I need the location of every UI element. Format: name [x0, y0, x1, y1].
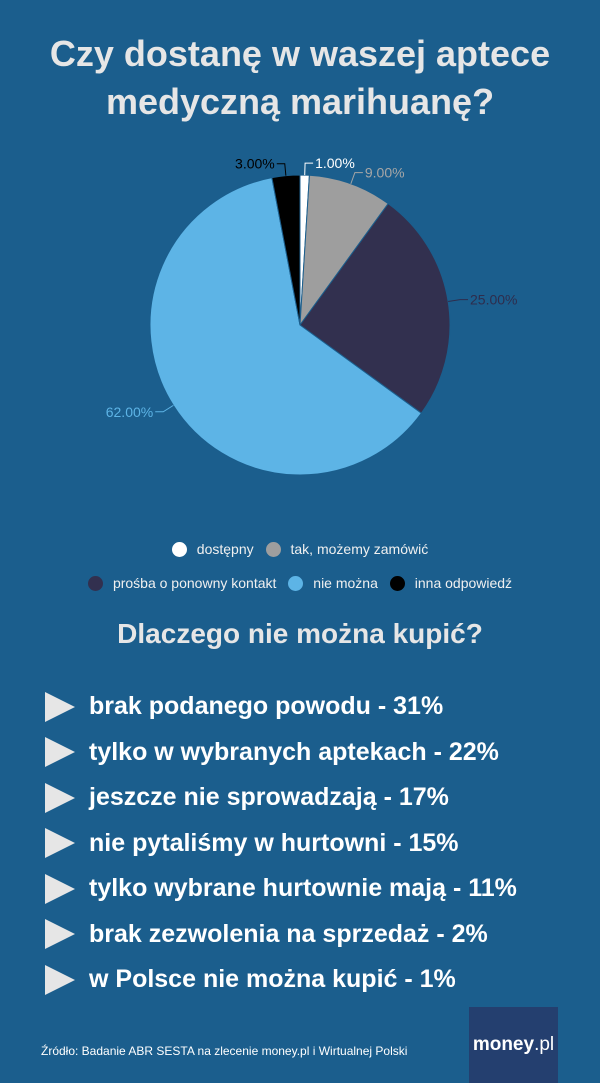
list-item: brak zezwolenia na sprzedaż - 2%	[45, 912, 517, 958]
legend-item-prosba: prośba o ponowny kontakt	[87, 575, 277, 591]
legend-item-dostepny: dostępny	[171, 541, 254, 557]
chart-title: Czy dostanę w waszej aptece medyczną mar…	[0, 30, 600, 126]
legend-swatch	[87, 575, 103, 591]
reason-text: tylko w wybranych aptekach - 22%	[89, 737, 499, 766]
legend-label: nie można	[313, 575, 378, 591]
source-note: Źródło: Badanie ABR SESTA na zlecenie mo…	[41, 1044, 408, 1058]
data-label-2: 25.00%	[470, 292, 517, 308]
leader-line-3	[155, 404, 174, 413]
reason-text: nie pytaliśmy w hurtowni - 15%	[89, 828, 459, 857]
data-label-1: 9.00%	[365, 165, 405, 181]
list-item: nie pytaliśmy w hurtowni - 15%	[45, 821, 517, 867]
legend-swatch	[288, 575, 304, 591]
data-label-3: 62.00%	[106, 404, 153, 420]
reason-text: jeszcze nie sprowadzają - 17%	[89, 783, 449, 812]
leader-line-2	[448, 299, 469, 303]
legend-label: tak, możemy zamówić	[290, 541, 429, 557]
list-item: jeszcze nie sprowadzają - 17%	[45, 775, 517, 821]
legend-item-inna: inna odpowiedź	[389, 575, 513, 591]
list-item: tylko w wybranych aptekach - 22%	[45, 730, 517, 776]
legend-label: prośba o ponowny kontakt	[112, 575, 277, 591]
logo-suffix: .pl	[534, 1034, 555, 1055]
legend-label: dostępny	[196, 541, 254, 557]
legend-row-2: prośba o ponowny kontakt nie można inna …	[0, 575, 600, 594]
title-line-1: Czy dostanę w waszej aptece	[49, 33, 551, 74]
list-item: brak podanego powodu - 31%	[45, 684, 517, 730]
legend-row-1: dostępny tak, możemy zamówić	[0, 541, 600, 560]
money-pl-logo: money .pl	[469, 1007, 558, 1083]
legend-swatch	[389, 575, 405, 591]
legend-item-nie-mozna: nie można	[288, 575, 378, 591]
reason-text: brak podanego powodu - 31%	[89, 692, 444, 721]
triangle-bullet-icon	[45, 737, 75, 768]
list-item: w Polsce nie można kupić - 1%	[45, 957, 517, 1003]
triangle-bullet-icon	[45, 691, 75, 722]
list-item: tylko wybrane hurtownie mają - 11%	[45, 866, 517, 912]
leader-line-0	[304, 162, 314, 176]
reason-text: w Polsce nie można kupić - 1%	[89, 965, 456, 994]
data-label-4: 3.00%	[235, 156, 275, 172]
reason-text: brak zezwolenia na sprzedaż - 2%	[89, 919, 488, 948]
reasons-list: brak podanego powodu - 31% tylko w wybra…	[45, 684, 517, 1003]
triangle-bullet-icon	[45, 782, 75, 813]
data-label-0: 1.00%	[315, 155, 355, 171]
pie-chart: 1.00% 9.00% 25.00% 62.00% 3.00%	[106, 155, 517, 476]
triangle-bullet-icon	[45, 919, 75, 950]
subtitle: Dlaczego nie można kupić?	[117, 618, 483, 649]
leader-line-4	[276, 163, 287, 176]
pie-slice-1	[299, 174, 389, 327]
reason-text: tylko wybrane hurtownie mają - 11%	[89, 874, 517, 903]
legend-swatch	[265, 541, 281, 557]
triangle-bullet-icon	[45, 964, 75, 995]
legend-label: inna odpowiedź	[414, 575, 513, 591]
pie-slice-4	[271, 174, 301, 326]
triangle-bullet-icon	[45, 873, 75, 904]
logo-main: money	[472, 1034, 535, 1055]
title-line-2: medyczną marihuanę?	[105, 81, 495, 122]
legend-swatch	[171, 541, 187, 557]
pie-slice-3	[149, 177, 423, 476]
leader-line-1	[350, 172, 363, 185]
legend-item-tak: tak, możemy zamówić	[265, 541, 429, 557]
triangle-bullet-icon	[45, 828, 75, 859]
